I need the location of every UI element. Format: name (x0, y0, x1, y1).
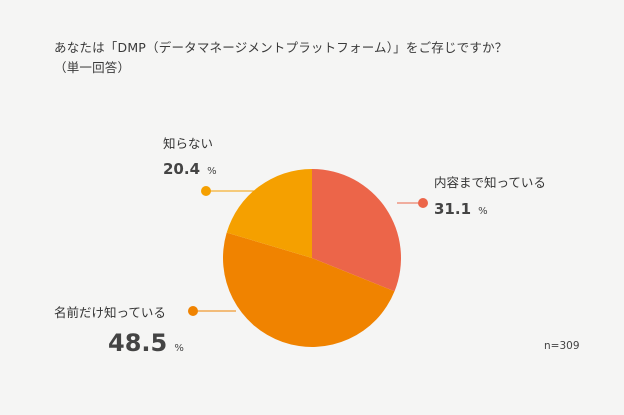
slice-value-unit-unknown: % (207, 166, 217, 177)
slice-value-unknown: 20.4 % (163, 159, 217, 178)
pie-slices (223, 169, 401, 347)
pie-slice-known-content (312, 169, 401, 292)
slice-label-name-only: 名前だけ知っている (54, 305, 166, 320)
slice-value-name-only: 48.5 % (108, 329, 184, 357)
pie-slice-name-only (223, 232, 395, 347)
chart-title-line-2: （単一回答） (54, 60, 131, 75)
slice-value-unit-name-only: % (174, 343, 184, 354)
slice-label-unknown: 知らない (163, 136, 213, 151)
slice-value-number-name-only: 48.5 (108, 329, 167, 357)
slice-value-known-content: 31.1 % (434, 199, 488, 218)
slice-value-number-known-content: 31.1 (434, 200, 471, 218)
pie-leaders (188, 186, 428, 316)
chart-title-line-1: あなたは「DMP（データマネージメントプラットフォーム）」をご存じですか？ (54, 40, 508, 55)
chart-title: あなたは「DMP（データマネージメントプラットフォーム）」をご存じですか？ （単… (54, 38, 507, 78)
pie-slice-unknown (226, 169, 312, 258)
leader-name-only-dot (188, 306, 198, 316)
leader-unknown-dot (201, 186, 211, 196)
slice-value-number-unknown: 20.4 (163, 160, 200, 178)
leader-known-content-dot (418, 198, 428, 208)
sample-size: n=309 (544, 340, 580, 352)
slice-value-unit-known-content: % (478, 206, 488, 217)
slice-label-known-content: 内容まで知っている (434, 175, 546, 190)
